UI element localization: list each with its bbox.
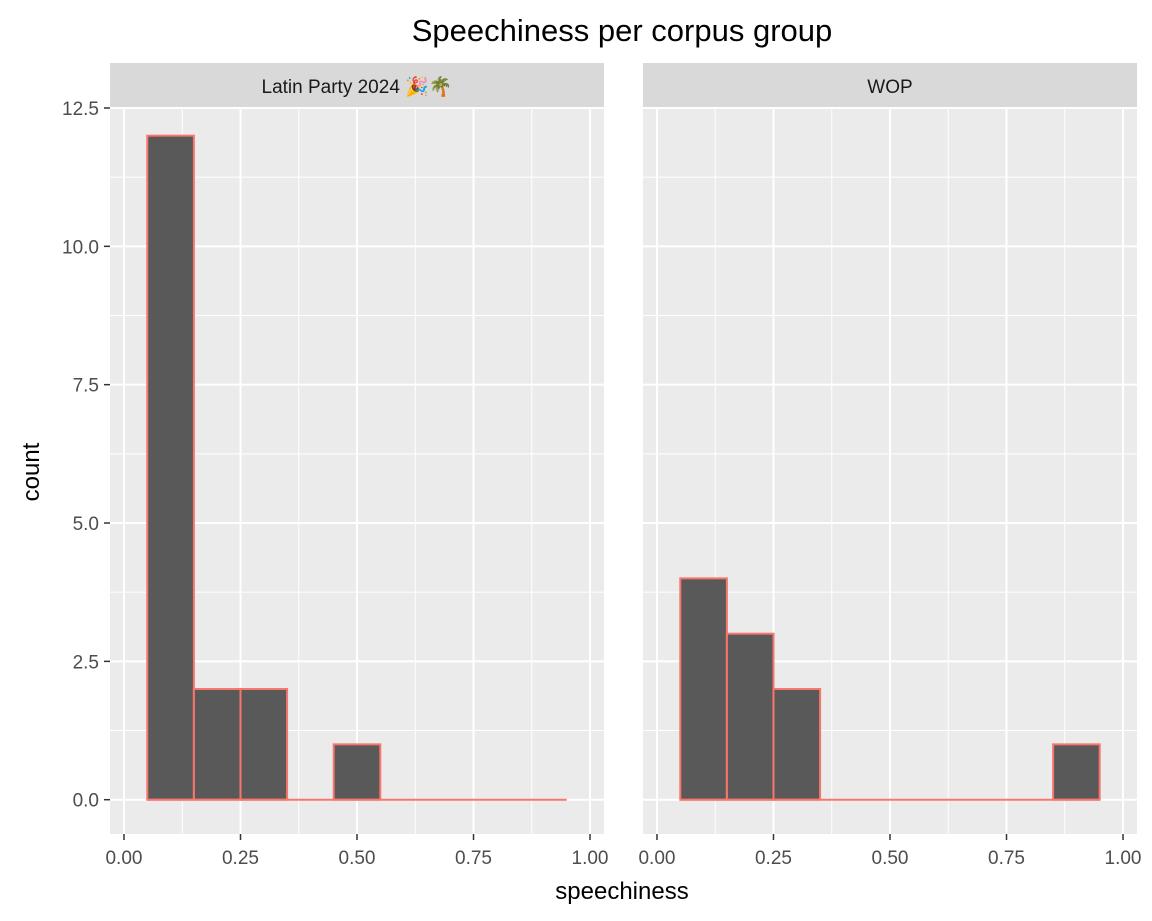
x-tick-label: 0.50 (872, 848, 909, 869)
facet-strip (643, 63, 1137, 108)
facet-strip-label: Latin Party 2024 🎉🌴 (262, 75, 453, 98)
histogram-bar (146, 134, 195, 801)
chart-title: Speechiness per corpus group (412, 13, 832, 48)
y-tick-label: 2.5 (73, 652, 99, 673)
y-axis-title: count (18, 442, 45, 501)
x-tick-label: 0.25 (222, 848, 259, 869)
histogram-bars (679, 577, 1101, 801)
y-tick-label: 10.0 (62, 237, 99, 258)
histogram-bars (146, 134, 567, 801)
x-tick-label: 1.00 (1105, 848, 1142, 869)
x-tick-label: 0.75 (988, 848, 1025, 869)
x-axis-title: speechiness (555, 878, 688, 905)
x-tick-label: 0.75 (455, 848, 492, 869)
y-axis: 0.0 2.5 5.0 7.5 10.0 12.5 (62, 99, 110, 812)
facet-panel-2: WOP 0.00 0.25 0.50 0.75 1.00 (638, 63, 1142, 869)
facet-panels: Latin Party 2024 🎉🌴0.00 0.25 0.50 0.75 1.00W… (105, 63, 1142, 869)
histogram-bar (772, 688, 822, 801)
x-tick-label: 0.50 (339, 848, 376, 869)
y-tick-label: 12.5 (62, 99, 99, 120)
histogram-bar (239, 688, 289, 801)
facet-strip (110, 63, 604, 108)
x-tick-label: 1.00 (572, 848, 609, 869)
x-tick-label: 0.00 (105, 848, 142, 869)
x-tick-label: 0.25 (755, 848, 792, 869)
histogram-bar (1052, 743, 1101, 801)
y-tick-label: 7.5 (73, 376, 99, 397)
x-tick-label: 0.00 (638, 848, 675, 869)
y-tick-label: 0.0 (73, 791, 99, 812)
y-tick-label: 5.0 (73, 514, 99, 535)
histogram-bar (192, 688, 242, 801)
histogram-bar (332, 743, 382, 801)
histogram-bar (679, 577, 728, 801)
facet-strip-label: WOP (867, 77, 912, 98)
facet-panel-1: Latin Party 2024 🎉🌴 0.00 0.25 0.50 0.75 1.00 (105, 63, 609, 869)
histogram-bar (725, 632, 775, 801)
